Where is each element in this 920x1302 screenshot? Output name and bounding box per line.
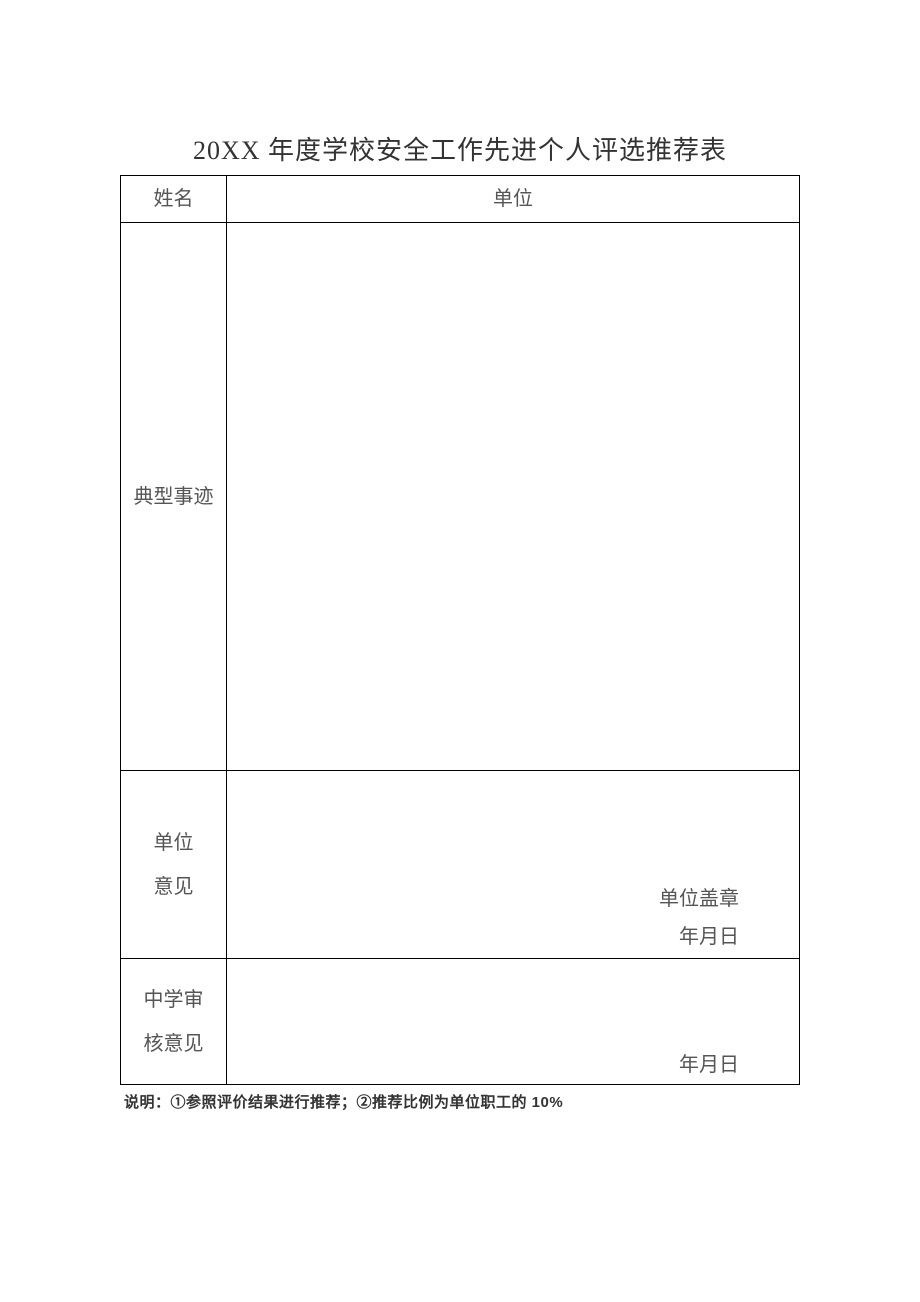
label-unit-opinion: 单位 意见 bbox=[121, 771, 227, 959]
label-deeds: 典型事迹 bbox=[121, 223, 227, 771]
footer-note: 说明：①参照评价结果进行推荐；②推荐比例为单位职工的 10% bbox=[124, 1091, 800, 1112]
label-unit-opinion-line2: 意见 bbox=[154, 876, 194, 898]
date-label-unit: 年月日 bbox=[231, 918, 739, 956]
label-review-line1: 中学审 bbox=[144, 989, 204, 1011]
date-label-review: 年月日 bbox=[231, 1046, 739, 1084]
recommendation-table: 姓名 单位 典型事迹 单位 意见 单位盖章 年月日 中学审 核意见 年月日 bbox=[120, 175, 800, 1085]
cell-review-content: 年月日 bbox=[227, 959, 800, 1085]
cell-unit-opinion-content: 单位盖章 年月日 bbox=[227, 771, 800, 959]
row-deeds: 典型事迹 bbox=[121, 223, 800, 771]
row-name: 姓名 单位 bbox=[121, 176, 800, 223]
label-review-line2: 核意见 bbox=[144, 1033, 204, 1055]
row-review: 中学审 核意见 年月日 bbox=[121, 959, 800, 1085]
stamp-label: 单位盖章 bbox=[231, 880, 739, 918]
row-unit-opinion: 单位 意见 单位盖章 年月日 bbox=[121, 771, 800, 959]
header-unit: 单位 bbox=[227, 176, 800, 223]
label-name: 姓名 bbox=[121, 176, 227, 223]
label-unit-opinion-line1: 单位 bbox=[154, 832, 194, 854]
form-title: 20XX 年度学校安全工作先进个人评选推荐表 bbox=[120, 130, 800, 167]
cell-deeds-content bbox=[227, 223, 800, 771]
label-review: 中学审 核意见 bbox=[121, 959, 227, 1085]
